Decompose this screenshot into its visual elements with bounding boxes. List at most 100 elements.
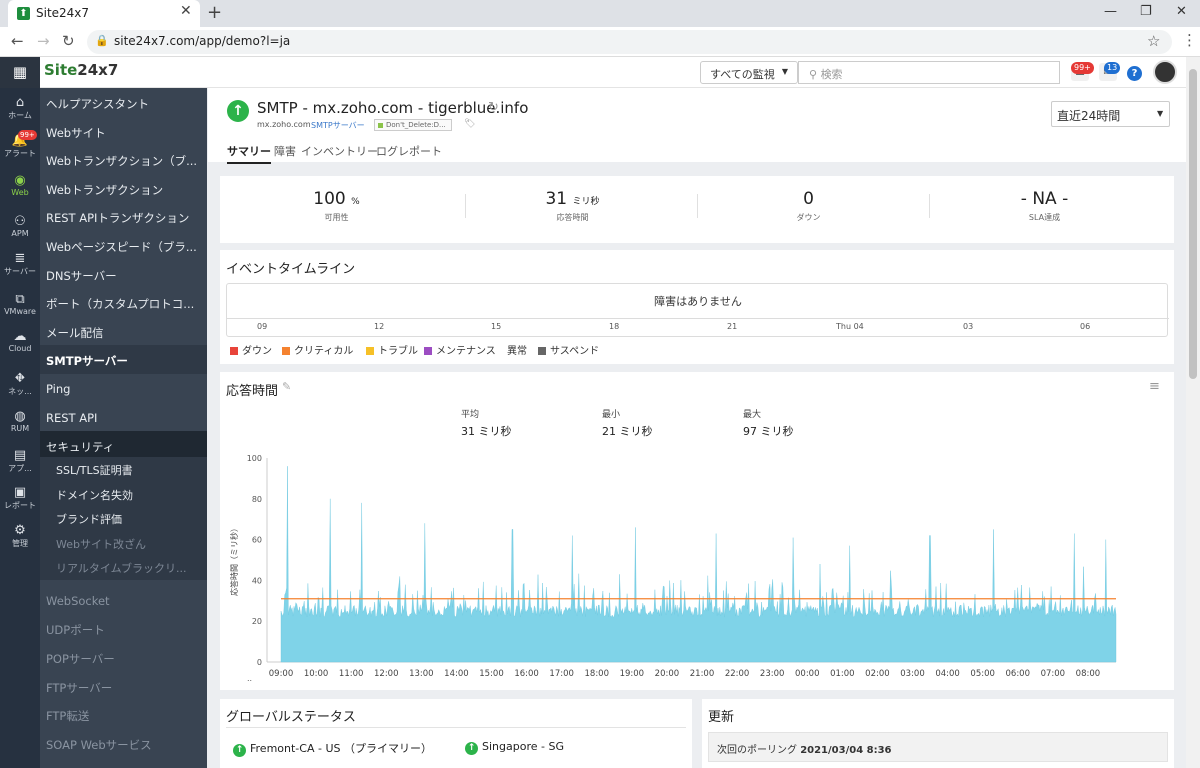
tab-outages[interactable]: 障害: [274, 145, 296, 158]
server-icon: ≣: [14, 251, 26, 266]
legend-swatch: [538, 347, 546, 355]
menu-item[interactable]: DNSサーバー: [46, 268, 117, 283]
x-tick-label: 07:00: [1041, 669, 1066, 679]
monitor-filter-select[interactable]: すべての監視 ▼: [700, 61, 798, 84]
menu-subitem[interactable]: ブランド評価: [40, 506, 207, 531]
menu-subitem[interactable]: ドメイン名失効: [40, 481, 207, 507]
apm-icon: ⚇: [14, 214, 26, 229]
timeline-strip[interactable]: 障害はありません 09 12 15 18 21 Thu 04 03 06: [226, 283, 1169, 337]
tab-inventory[interactable]: インベントリー: [301, 145, 378, 158]
kpi-value-row: 100 %: [220, 189, 453, 209]
legend-item[interactable]: クリティカル: [282, 342, 353, 357]
menu-subitem[interactable]: Webサイト改ざん: [40, 530, 207, 556]
alarm-icon[interactable]: ☰ 99+: [1071, 62, 1094, 81]
sidebar-item-vmware[interactable]: ⧉ VMware: [0, 293, 40, 317]
menu-item[interactable]: FTPサーバー: [46, 680, 113, 695]
next-poll-label: 次回のポーリング: [717, 745, 797, 756]
menu-item[interactable]: FTP転送: [46, 709, 90, 724]
stat-value: 21 ミリ秒: [602, 425, 653, 438]
menu-item[interactable]: UDPポート: [46, 623, 105, 638]
sidebar-item-apm[interactable]: ⚇ APM: [0, 214, 40, 239]
sidebar-item-globe[interactable]: ◉ Web: [0, 174, 40, 198]
menu-subitem[interactable]: リアルタイムブラックリ...: [40, 555, 207, 580]
avatar[interactable]: [1153, 60, 1177, 84]
sidebar-item-app[interactable]: ▤ アプ...: [0, 449, 40, 474]
back-icon[interactable]: ←: [11, 32, 24, 50]
page-scrollbar[interactable]: [1186, 57, 1200, 768]
reload-icon[interactable]: ↻: [62, 32, 75, 50]
menu-subitem[interactable]: SSL/TLS証明書: [40, 457, 207, 482]
timeline-tick: 09: [257, 322, 268, 331]
menu-item[interactable]: REST API: [46, 410, 98, 425]
menu-item[interactable]: POPサーバー: [46, 651, 115, 666]
tag-icon[interactable]: 🏷: [464, 119, 476, 129]
monitor-type-link[interactable]: SMTPサーバー: [311, 121, 365, 130]
site24x7-logo[interactable]: Site24x7: [44, 61, 118, 79]
edit-icon[interactable]: ✎: [282, 380, 292, 393]
menu-item[interactable]: REST APIトランザクション: [46, 211, 190, 226]
menu-item[interactable]: Webサイト: [46, 125, 106, 140]
menu-item[interactable]: Webページスピード（ブラ...: [46, 240, 197, 254]
sidebar-item-home[interactable]: ⌂ ホーム: [0, 96, 40, 121]
legend-item[interactable]: サスペンド: [538, 342, 599, 357]
search-input[interactable]: ⚲ 検索: [798, 61, 1060, 84]
menu-item-security[interactable]: セキュリティ: [40, 431, 207, 460]
legend-label: メンテナンス: [436, 346, 496, 357]
location-primary[interactable]: ↑ Fremont-CA - US （プライマリー）: [233, 740, 432, 757]
tab-close-icon[interactable]: ✕: [180, 3, 192, 19]
sidebar-item-server[interactable]: ≣ サーバー: [0, 252, 40, 277]
y-tick-label: 80: [252, 495, 262, 504]
status-up-icon: ↑: [233, 744, 246, 757]
legend-item[interactable]: ダウン: [230, 342, 272, 357]
browser-menu-icon[interactable]: ⋮: [1182, 31, 1197, 49]
tab-log-report[interactable]: ログレポート: [376, 145, 442, 158]
message-icon[interactable]: ✉ 13: [1099, 62, 1121, 81]
sidebar-item-rum[interactable]: ◍ RUM: [0, 410, 40, 434]
icon-sidebar: ⌂ ホーム 🔔 アラート 99+ ◉ Web ⚇ APM ≣ サーバー ⧉ VMware ☁ Cloud ⛖ ネ…: [0, 88, 40, 768]
y-axis-label: 応答時間（ミリ秒）: [229, 524, 239, 596]
search-icon: ⚲: [809, 68, 821, 81]
browser-tab[interactable]: ⬆ Site24x7 ✕: [8, 0, 200, 27]
url-field[interactable]: 🔒 site24x7.com/app/demo?l=ja ☆: [87, 30, 1172, 54]
legend-item[interactable]: 異常: [507, 342, 527, 357]
legend-item[interactable]: メンテナンス: [424, 342, 496, 357]
report-icon: ▣: [13, 485, 27, 500]
logo-suffix: 24x7: [77, 61, 119, 79]
location-secondary[interactable]: ↑ Singapore - SG: [465, 740, 564, 755]
menu-item[interactable]: SMTPサーバー: [40, 345, 207, 374]
forward-icon[interactable]: →: [37, 32, 50, 50]
refresh-icon[interactable]: ↻: [488, 100, 499, 115]
sidebar-item-gear[interactable]: ⚙ 管理: [0, 524, 40, 549]
new-tab-icon[interactable]: +: [207, 2, 223, 23]
sidebar-item-report[interactable]: ▣ レポート: [0, 486, 40, 511]
legend-label: クリティカル: [294, 346, 354, 357]
menu-item[interactable]: ヘルプアシスタント: [46, 97, 150, 111]
menu-item[interactable]: WebSocket: [46, 593, 110, 608]
minimize-icon[interactable]: —: [1104, 4, 1117, 19]
kpi-value-row: 0: [692, 189, 925, 209]
sidebar-item-bell[interactable]: 🔔 アラート 99+: [0, 130, 40, 159]
help-icon[interactable]: ?: [1127, 66, 1142, 81]
menu-item[interactable]: Ping: [46, 382, 71, 396]
tab-summary[interactable]: サマリー: [227, 143, 271, 164]
monitor-title-bar: ↑ SMTP - mx.zoho.com - tigerblue.info ↻ …: [208, 88, 1186, 164]
x-prefix-label: ..: [247, 674, 252, 683]
legend-item[interactable]: トラブル: [366, 342, 418, 357]
sidebar-item-cloud[interactable]: ☁ Cloud: [0, 330, 40, 354]
kpi-1: 31 ミリ秒 応答時間: [456, 189, 689, 223]
menu-item[interactable]: Webトランザクション: [46, 182, 164, 197]
sidebar-item-network[interactable]: ⛖ ネッ...: [0, 372, 40, 397]
chart-menu-icon[interactable]: ≡: [1149, 379, 1160, 394]
tag-chip[interactable]: Don't_Delete:D...: [374, 119, 452, 131]
scrollbar-thumb[interactable]: [1189, 69, 1197, 379]
menu-item[interactable]: メール配信: [46, 325, 104, 340]
time-range-select[interactable]: 直近24時間 ▼: [1051, 101, 1170, 127]
menu-item[interactable]: Webトランザクション（ブ...: [46, 154, 198, 169]
window-close-icon[interactable]: ✕: [1176, 4, 1187, 19]
kpi-card: 100 % 可用性 31 ミリ秒 応答時間 0 ダウン - NA - SLA達成: [220, 176, 1174, 243]
menu-item[interactable]: SOAP Webサービス: [46, 737, 152, 752]
menu-item[interactable]: ポート（カスタムプロトコ...: [46, 297, 195, 312]
bookmark-star-icon[interactable]: ☆: [1147, 32, 1161, 50]
app-grid-icon[interactable]: ▦: [0, 57, 40, 88]
restore-icon[interactable]: ❐: [1140, 4, 1152, 19]
